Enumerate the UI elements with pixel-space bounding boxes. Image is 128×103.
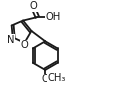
Text: OH: OH bbox=[45, 12, 61, 22]
Text: N: N bbox=[7, 35, 15, 44]
Text: O: O bbox=[30, 1, 37, 11]
Text: O: O bbox=[41, 74, 49, 84]
Text: CH₃: CH₃ bbox=[48, 73, 66, 83]
Text: O: O bbox=[21, 40, 29, 50]
